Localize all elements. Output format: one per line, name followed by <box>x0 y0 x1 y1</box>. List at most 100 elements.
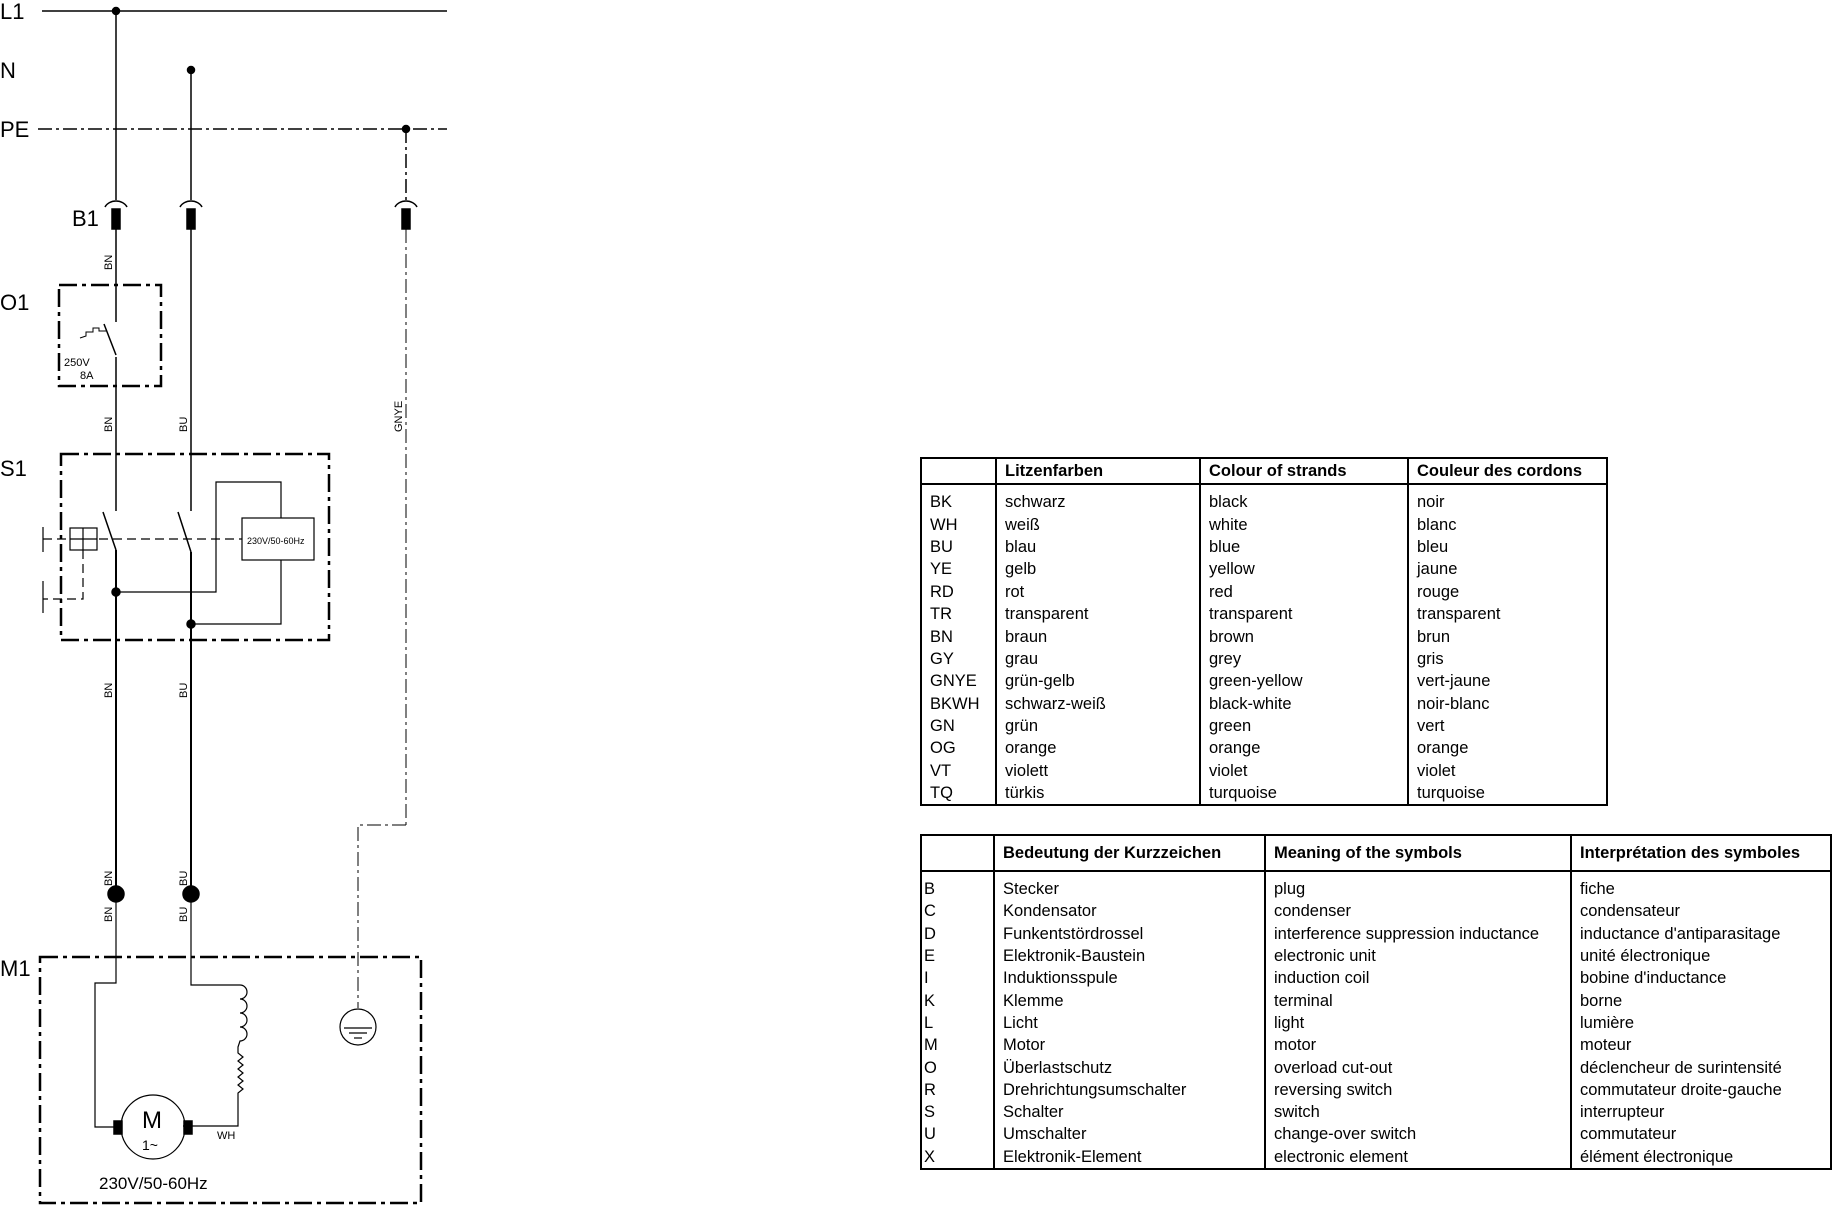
table-row: K Klemme terminal borne <box>921 989 1831 1012</box>
table-cell: change-over switch <box>1264 1123 1571 1146</box>
table-cell: yellow <box>1199 558 1408 581</box>
table-cell: grau <box>995 647 1200 671</box>
table-cell: bleu <box>1407 535 1607 559</box>
table-cell: noir-blanc <box>1407 692 1607 715</box>
table-cell: plug <box>1264 871 1571 901</box>
svg-text:BU: BU <box>178 683 190 698</box>
table-row: TR transparent transparent transparent <box>921 602 1607 626</box>
table-cell: Klemme <box>993 989 1265 1012</box>
table-row: S Schalter switch interrupteur <box>921 1100 1831 1124</box>
overload-o1: O1 250V 8A <box>0 283 163 388</box>
table-cell: bobine d'inductance <box>1570 967 1831 990</box>
coil-box <box>241 517 315 561</box>
colour-of-strands-table: Litzenfarben Colour of strands Couleur d… <box>920 457 1608 807</box>
table-cell: braun <box>995 625 1200 648</box>
table-header: Bedeutung der Kurzzeichen Meaning of the… <box>921 835 1831 872</box>
table-cell: rouge <box>1407 580 1607 603</box>
code-cell: OG <box>930 739 956 758</box>
table-cell: Überlastschutz <box>993 1056 1265 1079</box>
table-cell: schwarz-weiß <box>995 692 1200 715</box>
table-row: BK schwarz black noir <box>921 484 1607 514</box>
svg-text:230V/50-60Hz: 230V/50-60Hz <box>99 1174 208 1193</box>
table-cell: Kondensator <box>993 900 1265 923</box>
code-cell: B <box>924 880 936 899</box>
table-cell: grün <box>995 714 1200 738</box>
table-row: GNYE grün-gelb green-yellow vert-jaune <box>921 670 1607 693</box>
table-row: WH weiß white blanc <box>921 513 1607 536</box>
table-cell: türkis <box>995 782 1200 806</box>
table-cell: transparent <box>1407 602 1607 626</box>
table-cell: Funkentstördrossel <box>993 922 1265 945</box>
b1-label: B1 <box>72 206 99 231</box>
table-cell: Elektronik-Baustein <box>993 944 1265 968</box>
table-cell: commutateur droite-gauche <box>1570 1078 1831 1101</box>
svg-text:BU: BU <box>178 907 190 922</box>
table-cell: lumière <box>1570 1011 1831 1035</box>
table-cell: orange <box>995 737 1200 760</box>
table-row: RD rot red rouge <box>921 580 1607 603</box>
table-row: D Funkentstördrossel interference suppress… <box>921 922 1831 945</box>
table-row: O Überlastschutz overload cut-out déclenche… <box>921 1056 1831 1079</box>
table-cell: interference suppression inductance <box>1264 922 1571 945</box>
table-cell: transparent <box>1199 602 1408 626</box>
table-cell: light <box>1264 1011 1571 1035</box>
table-cell: reversing switch <box>1264 1078 1571 1101</box>
table-cell: gelb <box>995 558 1200 581</box>
table-cell: vert-jaune <box>1407 670 1607 693</box>
table-cell: blanc <box>1407 513 1607 536</box>
code-cell: BK <box>930 493 953 512</box>
table-cell: induction coil <box>1264 967 1571 990</box>
code-cell: RD <box>930 582 954 601</box>
meaning-of-symbols-table: Bedeutung der Kurzzeichen Meaning of the… <box>920 834 1832 1170</box>
table-cell: grey <box>1199 647 1408 671</box>
table-cell: déclencheur de surintensité <box>1570 1056 1831 1079</box>
code-cell: I <box>924 969 929 988</box>
table-cell: red <box>1199 580 1408 603</box>
pe-label: PE <box>0 117 29 142</box>
table-row: GY grau grey gris <box>921 647 1607 671</box>
svg-text:BN: BN <box>103 683 115 698</box>
table-cell: Motor <box>993 1034 1265 1057</box>
table-cell: white <box>1199 513 1408 536</box>
code-cell: E <box>924 947 936 966</box>
code-cell: R <box>924 1080 936 1099</box>
table-cell: borne <box>1570 989 1831 1012</box>
overload-contact <box>103 323 117 356</box>
code-cell: BU <box>930 537 953 556</box>
table-row: X Elektronik-Element electronic element élé… <box>921 1145 1831 1169</box>
switch-s1: S1 230V/50-60Hz <box>0 452 331 894</box>
table-row: BU blau blue bleu <box>921 535 1607 559</box>
table-row: BN braun brown brun <box>921 625 1607 648</box>
table-cell: turquoise <box>1199 782 1408 806</box>
table-cell: green <box>1199 714 1408 738</box>
svg-text:BU: BU <box>178 417 190 432</box>
table-cell: brown <box>1199 625 1408 648</box>
table-cell: noir <box>1407 484 1607 514</box>
plug-b1: B1 <box>72 11 418 231</box>
motor-m1: M1 M 1~ WH 230V/50-60Hz <box>0 894 423 1205</box>
table-cell: condenser <box>1264 900 1571 923</box>
svg-text:WH: WH <box>217 1130 235 1142</box>
table-cell: orange <box>1199 737 1408 760</box>
table-header: Litzenfarben Colour of strands Couleur d… <box>921 458 1607 485</box>
table-cell: jaune <box>1407 558 1607 581</box>
table-row: VT violett violet violet <box>921 759 1607 783</box>
table-row: GN grün green vert <box>921 714 1607 738</box>
winding-icon <box>183 984 248 1127</box>
o1-label: O1 <box>0 290 29 315</box>
code-cell: WH <box>930 515 958 534</box>
code-cell: S <box>924 1103 936 1122</box>
table-cell: moteur <box>1570 1034 1831 1057</box>
table-row: L Licht light lumière <box>921 1011 1831 1035</box>
m1-label: M1 <box>0 956 31 981</box>
code-cell: C <box>924 902 936 921</box>
code-cell: O <box>924 1058 937 1077</box>
table-cell: electronic unit <box>1264 944 1571 968</box>
table-cell: transparent <box>995 602 1200 626</box>
table-cell: grün-gelb <box>995 670 1200 693</box>
svg-text:BN: BN <box>103 255 115 270</box>
table-cell: Elektronik-Element <box>993 1145 1265 1169</box>
table-row: OG orange orange orange <box>921 737 1607 760</box>
svg-text:BN: BN <box>103 907 115 922</box>
